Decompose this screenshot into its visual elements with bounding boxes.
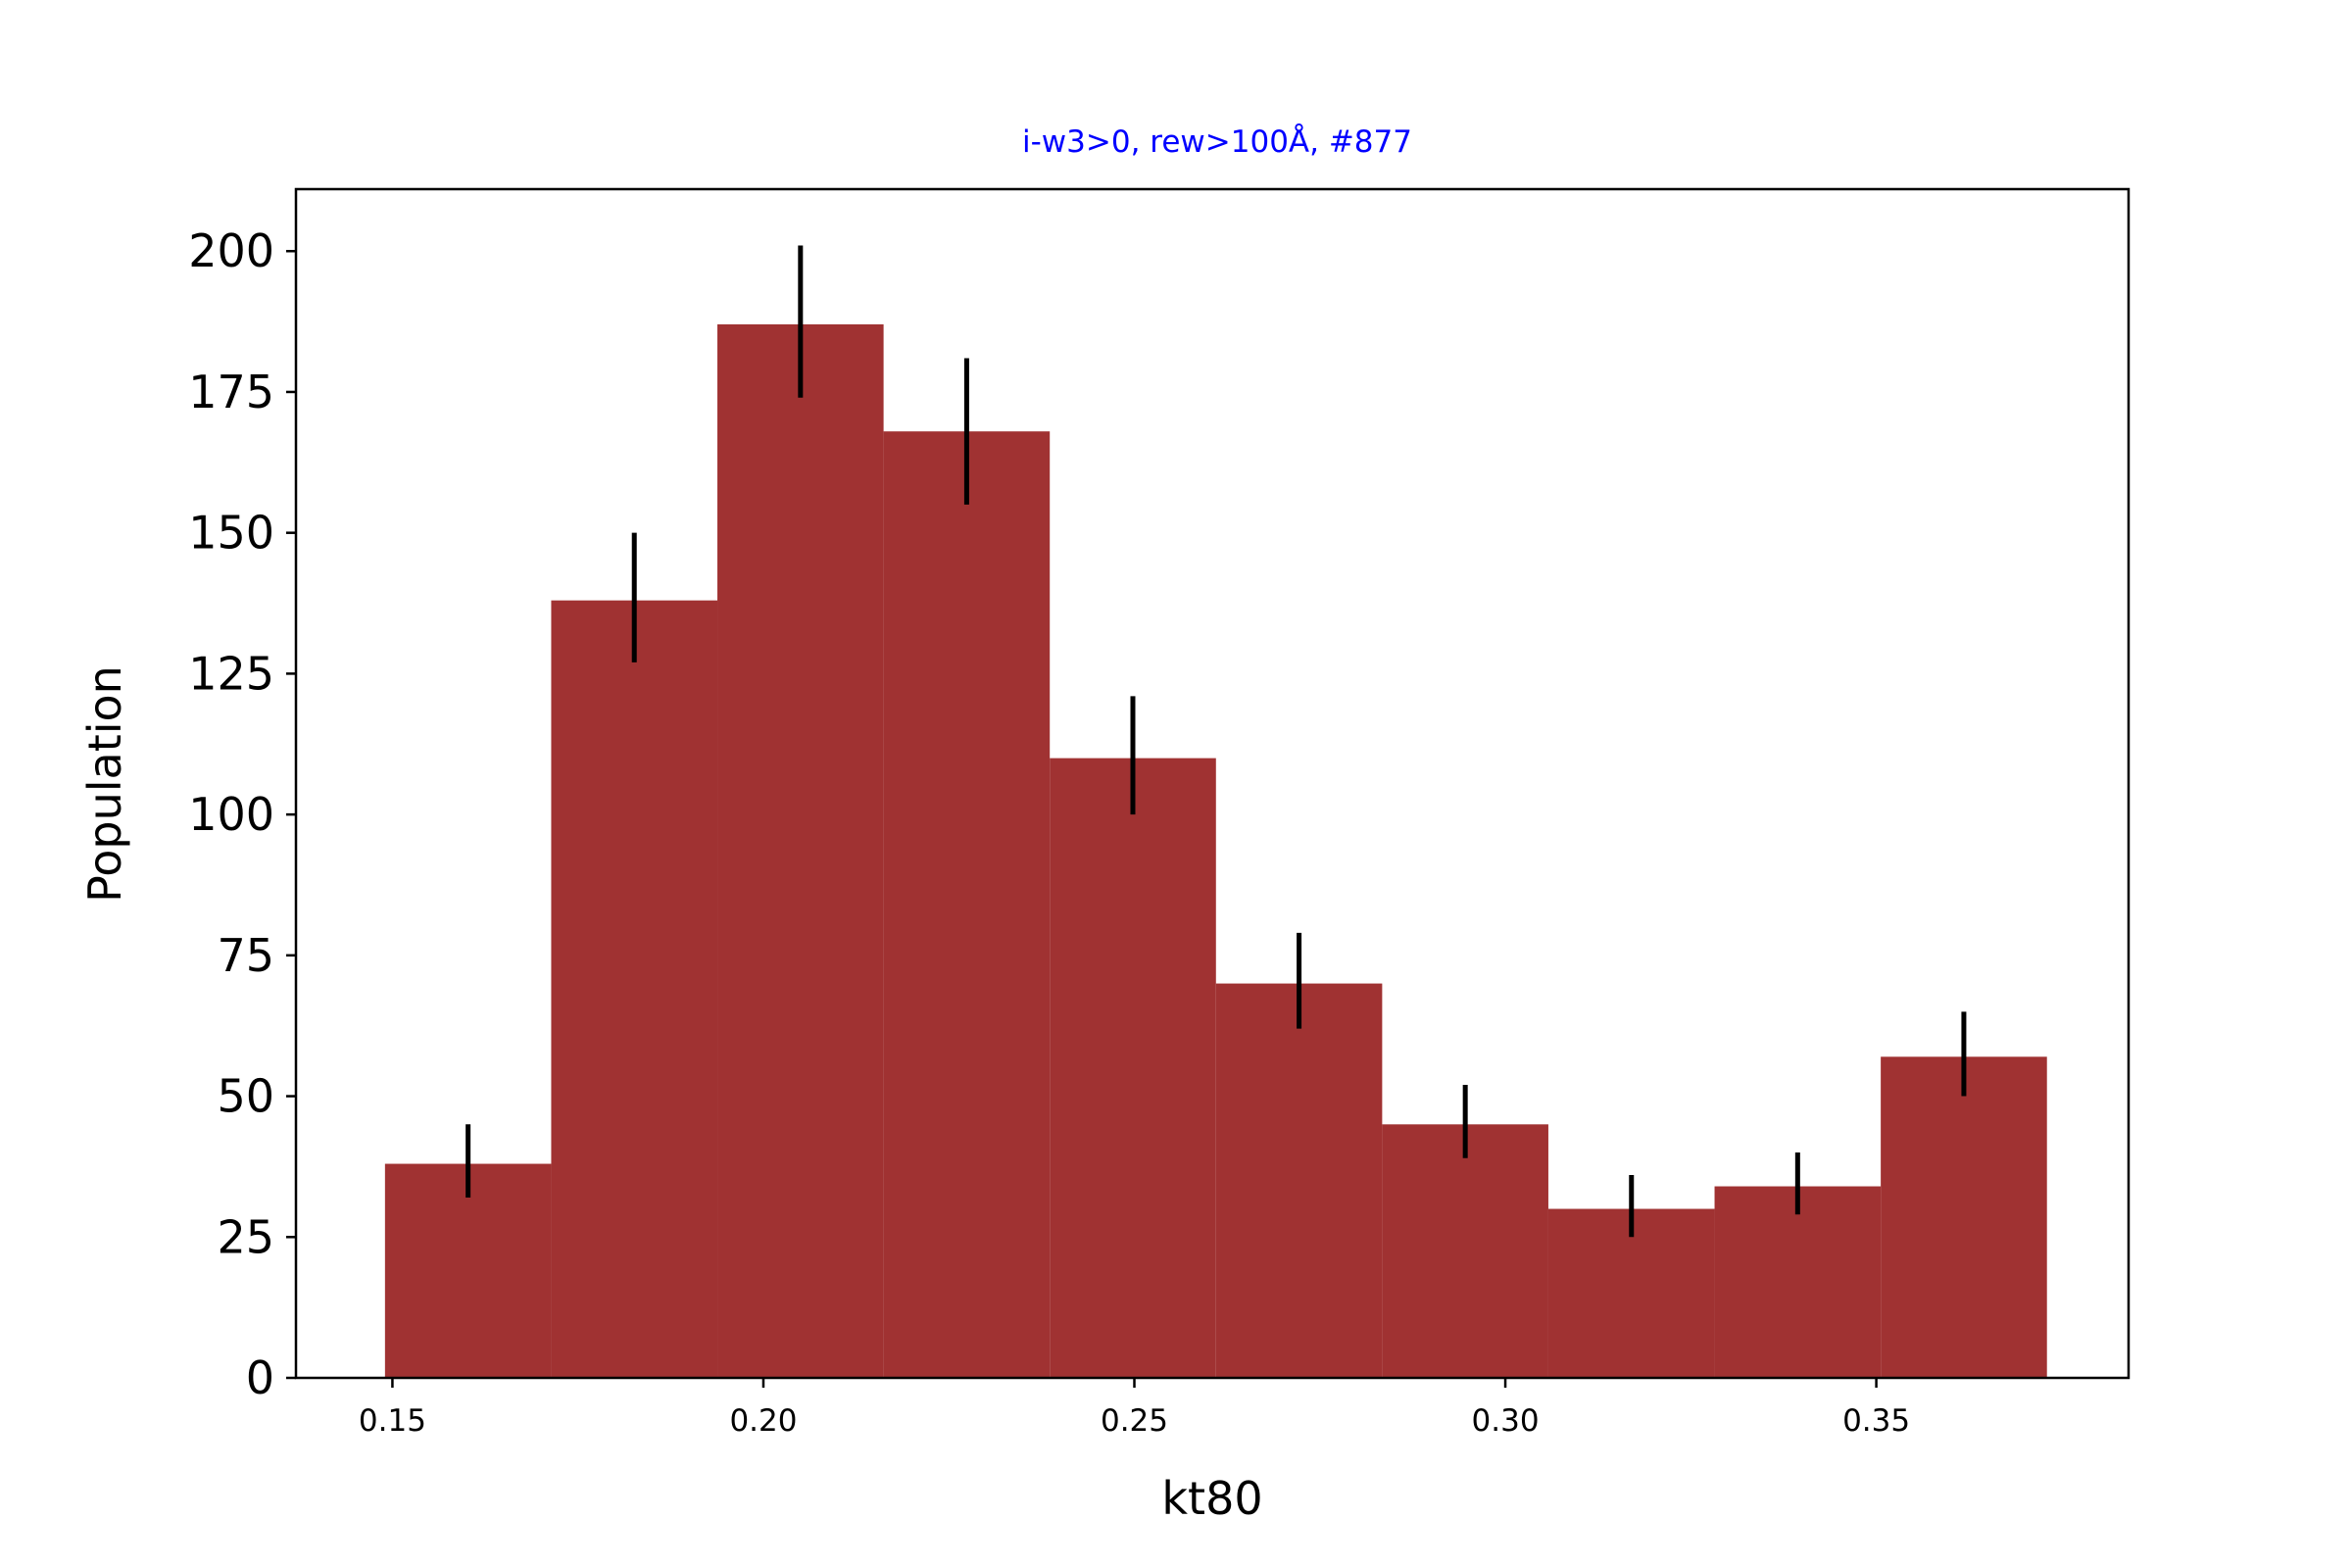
histogram-bar-5	[1050, 758, 1216, 1378]
histogram-bar-1	[384, 1163, 552, 1378]
histogram-bar-2	[551, 600, 718, 1378]
y-tick-label-2: 25	[217, 1210, 274, 1263]
error-bars-layer	[466, 245, 1967, 1238]
y-tick-label-4: 75	[217, 929, 274, 982]
y-tick-label-9: 200	[188, 224, 274, 277]
histogram-bar-4	[883, 431, 1051, 1378]
y-axis-title: Population	[78, 665, 131, 903]
x-tick-label-4: 0.30	[1472, 1403, 1540, 1439]
histogram-bar-3	[717, 323, 884, 1378]
histogram-bar-10	[1881, 1056, 2047, 1378]
bars-layer	[384, 323, 2047, 1378]
histogram-bar-7	[1382, 1124, 1548, 1378]
histogram-bar-9	[1714, 1186, 1882, 1378]
y-tick-label-7: 150	[188, 507, 274, 560]
y-tick-label-5: 100	[188, 788, 274, 841]
y-tick-label-3: 50	[217, 1070, 274, 1123]
chart-title: i-w3>0, rew>100Å, #877	[1022, 124, 1412, 160]
y-tick-label-1: 0	[246, 1351, 274, 1404]
x-tick-label-2: 0.20	[729, 1403, 797, 1439]
x-tick-label-1: 0.15	[359, 1403, 426, 1439]
x-axis-title: kt80	[1161, 1472, 1262, 1525]
y-tick-label-6: 125	[188, 647, 274, 700]
plot-frame	[294, 187, 2131, 1380]
y-tick-label-8: 175	[188, 366, 274, 418]
x-axis: 0.15 0.20 0.25 0.30 0.35	[359, 1378, 1910, 1439]
histogram-bar-6	[1215, 983, 1383, 1378]
x-tick-label-3: 0.25	[1101, 1403, 1168, 1439]
y-axis: 0 25 50 75 100 125 150 175 200	[188, 224, 296, 1404]
x-tick-label-5: 0.35	[1842, 1403, 1910, 1439]
